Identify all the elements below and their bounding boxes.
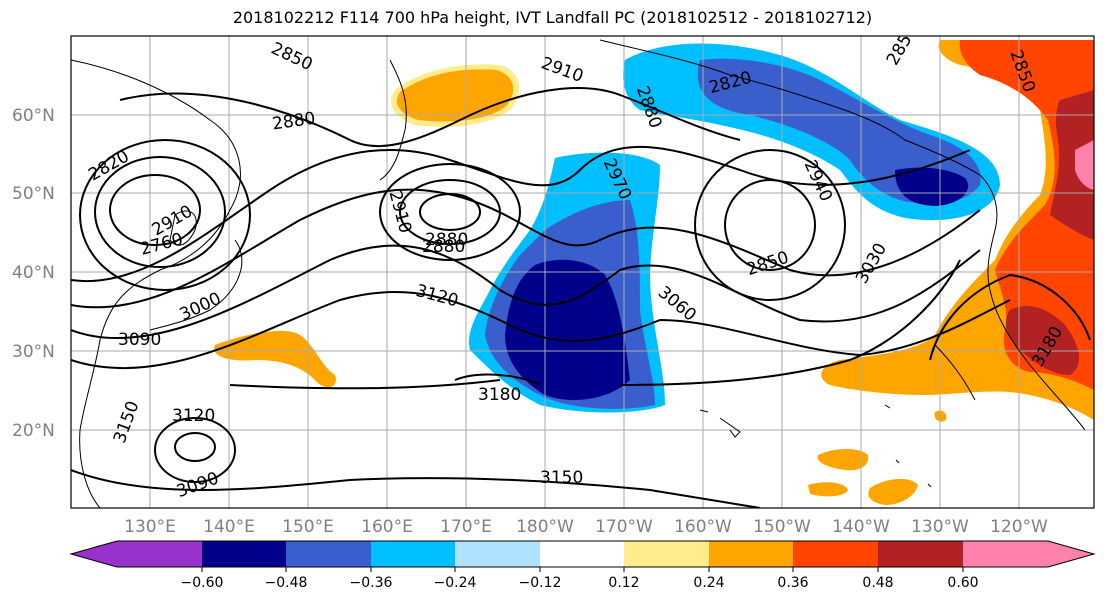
colorbar-extend-low [71,541,117,567]
colorbar-bin [624,541,709,567]
colorbar-bin [286,541,371,567]
colorbar-bin [455,541,540,567]
colorbar-tick-label: 0.36 [777,575,808,591]
lon-label: 150°E [282,517,334,537]
graticule [71,36,1094,508]
contour-label: 3090 [118,330,161,350]
colorbar-tick-label: 0.60 [947,575,978,591]
latitude-labels: 60°N 50°N 40°N 30°N 20°N [12,106,55,441]
colorbar-bin [371,541,456,567]
lat-label: 20°N [12,421,55,441]
contour-label: 3180 [478,385,521,405]
lon-label: 170°W [595,517,653,537]
ivt-shading [214,40,1094,505]
colorbar-tick-label: −0.12 [519,575,562,591]
lon-label: 130°E [124,517,176,537]
contour-label: 2880 [422,237,465,257]
colorbar-tick-label: −0.48 [265,575,308,591]
lon-label: 150°W [753,517,811,537]
map-title: 2018102212 F114 700 hPa height, IVT Land… [232,8,873,27]
lat-label: 40°N [12,263,55,283]
colorbar-bin [878,541,963,567]
colorbar-tick-label: −0.36 [350,575,393,591]
colorbar-bin [793,541,878,567]
colorbar-tick-label: −0.60 [181,575,224,591]
colorbar-tick-label: 0.12 [608,575,639,591]
contour-label: 3120 [172,406,215,426]
colorbar-tick-label: −0.24 [434,575,477,591]
colorbar-tick-label: 0.48 [862,575,893,591]
lon-label: 160°W [674,517,732,537]
colorbar-bin [963,541,1048,567]
colorbar-bin [540,541,625,567]
map-frame [70,35,1095,509]
colorbar-bin [202,541,287,567]
lon-label: 180°W [516,517,574,537]
colorbar-bin [117,541,202,567]
lon-label: 160°E [361,517,413,537]
lon-label: 120°W [990,517,1048,537]
lat-label: 60°N [12,106,55,126]
colorbar-extend-high [1048,541,1094,567]
height-contours [71,87,1091,508]
lat-label: 50°N [12,184,55,204]
lon-label: 130°W [911,517,969,537]
contour-label: 3150 [540,468,583,488]
colorbar-tick-label: 0.24 [693,575,724,591]
longitude-labels: 130°E 140°E 150°E 160°E 170°E 180°W 170°… [124,517,1048,537]
contour-label: 2880 [425,230,468,250]
lon-label: 140°E [203,517,255,537]
colorbar-bin [709,541,794,567]
lat-label: 30°N [12,342,55,362]
colorbar: −0.60 −0.48 −0.36 −0.24 −0.12 0.12 0.24 … [69,540,1096,591]
lon-label: 170°E [440,517,492,537]
lon-label: 140°W [832,517,890,537]
colorbar-outline [69,540,1096,568]
